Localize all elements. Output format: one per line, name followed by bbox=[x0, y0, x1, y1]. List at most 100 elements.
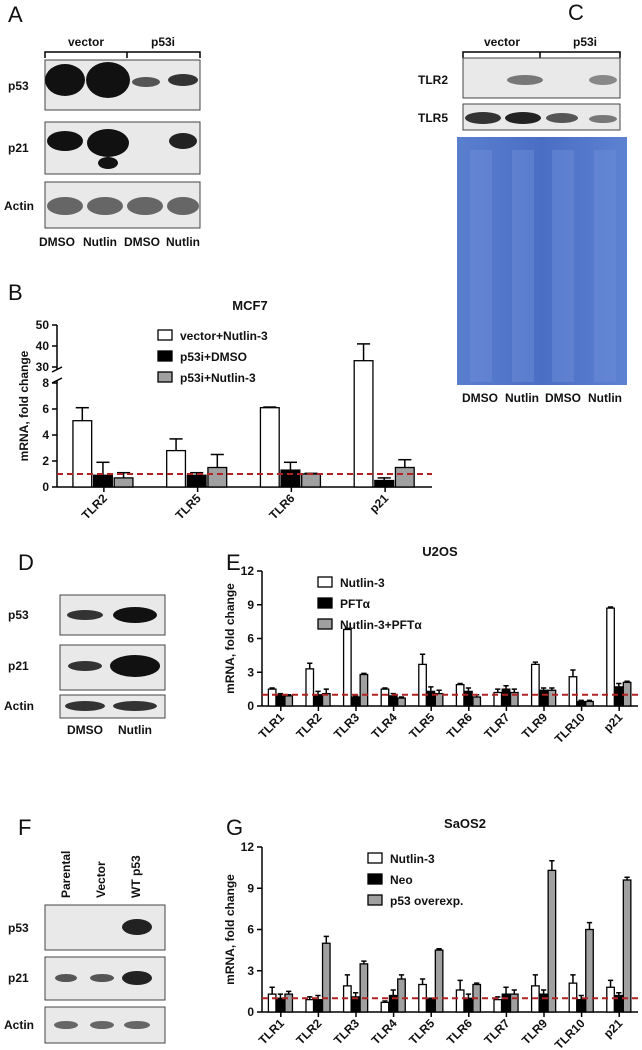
bar bbox=[321, 692, 331, 707]
bar bbox=[606, 986, 615, 1013]
bar bbox=[305, 668, 315, 707]
x-tick-label: TLR3 bbox=[331, 1016, 362, 1047]
y-tick-label: 0 bbox=[247, 1005, 254, 1019]
bar bbox=[397, 978, 406, 1013]
x-tick-label: TLR7 bbox=[481, 1016, 512, 1047]
blot-c: vector p53i TLR2 TLR5 DMSO Nutlin DMSO N… bbox=[418, 35, 627, 405]
bar bbox=[426, 690, 436, 707]
panel-letter: D bbox=[18, 550, 34, 575]
bar bbox=[493, 691, 503, 707]
x-tick-label: TLR2 bbox=[293, 710, 324, 741]
panel-letter: B bbox=[8, 280, 23, 305]
legend-swatch bbox=[317, 576, 333, 588]
x-tick-label: TLR2 bbox=[79, 491, 110, 522]
bar bbox=[374, 479, 395, 488]
lane-label: Vector bbox=[94, 861, 108, 898]
legend-swatch bbox=[157, 329, 173, 341]
x-tick-label: TLR6 bbox=[266, 491, 297, 522]
legend-label: Nutlin-3+PFTα bbox=[340, 618, 422, 632]
blot-f: Parental Vector WT p53 p53 p21 Actin bbox=[4, 851, 166, 1044]
x-tick-label: TLR10 bbox=[552, 710, 588, 746]
group-label: vector bbox=[484, 35, 520, 49]
lane-label: DMSO bbox=[39, 235, 75, 249]
y-axis-label: mRNA, fold change bbox=[223, 874, 237, 985]
lane-label: Nutlin bbox=[588, 391, 622, 405]
x-tick-label: TLR5 bbox=[406, 1016, 437, 1047]
bar bbox=[622, 879, 632, 1013]
bar bbox=[539, 993, 549, 1013]
x-tick-label: TLR3 bbox=[331, 710, 362, 741]
legend-swatch bbox=[367, 894, 383, 906]
bar bbox=[547, 869, 557, 1013]
bar bbox=[276, 694, 285, 707]
blot-d: p53 p21 Actin DMSO Nutlin bbox=[4, 594, 166, 737]
x-tick-label: TLR4 bbox=[369, 710, 400, 741]
lane-label: Nutlin bbox=[505, 391, 539, 405]
x-tick-label: TLR6 bbox=[444, 1016, 475, 1047]
bar bbox=[380, 688, 390, 707]
bar bbox=[186, 474, 207, 488]
x-tick-label: TLR1 bbox=[256, 1016, 287, 1047]
panel-letter: G bbox=[226, 815, 243, 840]
bar bbox=[501, 993, 511, 1013]
bar bbox=[614, 686, 624, 707]
row-label: Actin bbox=[4, 1018, 34, 1032]
bar bbox=[284, 695, 294, 707]
bar bbox=[207, 466, 228, 488]
x-tick-label: TLR4 bbox=[369, 1016, 400, 1047]
panel-letter: C bbox=[568, 0, 584, 25]
bar bbox=[418, 663, 427, 707]
legend-label: p53i+Nutlin-3 bbox=[180, 371, 256, 385]
lane-label: DMSO bbox=[67, 723, 103, 737]
bar bbox=[351, 696, 361, 707]
bar bbox=[606, 607, 615, 707]
row-label: p21 bbox=[8, 141, 29, 155]
x-tick-label: TLR9 bbox=[519, 710, 550, 741]
blot-a: vector p53i p53 p21 Actin DMSO Nutlin DM… bbox=[4, 35, 201, 249]
bar bbox=[576, 700, 586, 707]
lane-label: WT p53 bbox=[129, 855, 143, 898]
bar bbox=[464, 690, 473, 707]
y-tick-label: 9 bbox=[247, 881, 254, 895]
bar bbox=[509, 691, 519, 707]
y-tick-label: 3 bbox=[247, 964, 254, 978]
bar bbox=[614, 994, 624, 1013]
lane-label: DMSO bbox=[545, 391, 581, 405]
bar bbox=[313, 998, 323, 1013]
y-tick-label: 12 bbox=[241, 840, 255, 854]
bar bbox=[530, 663, 540, 707]
bar bbox=[472, 696, 482, 707]
bar bbox=[321, 942, 331, 1013]
y-tick-label: 3 bbox=[247, 665, 254, 679]
bar bbox=[72, 420, 93, 488]
x-tick-label: TLR5 bbox=[406, 710, 437, 741]
bar bbox=[351, 996, 361, 1013]
legend-label: Nutlin-3 bbox=[390, 852, 435, 866]
lane-label: Parental bbox=[59, 851, 73, 898]
y-tick-label: 4 bbox=[42, 428, 49, 442]
bar bbox=[394, 466, 415, 488]
row-label: p53 bbox=[8, 79, 29, 93]
row-label: TLR2 bbox=[418, 73, 448, 87]
y-tick-label: 6 bbox=[247, 632, 254, 646]
x-tick-label: TLR2 bbox=[293, 1016, 324, 1047]
bar bbox=[313, 694, 323, 707]
bar bbox=[585, 700, 594, 707]
legend-label: p53 overexp. bbox=[390, 894, 463, 908]
bar bbox=[380, 1001, 390, 1013]
bar bbox=[92, 474, 113, 488]
y-tick-label: 6 bbox=[42, 402, 49, 416]
y-tick-label: 30 bbox=[36, 360, 50, 374]
bar bbox=[434, 692, 444, 707]
x-tick-label: p21 bbox=[601, 1016, 626, 1041]
bar bbox=[388, 994, 398, 1013]
legend-label: PFTα bbox=[340, 597, 371, 611]
row-label: Actin bbox=[4, 699, 34, 713]
bar bbox=[397, 697, 406, 707]
group-label: p53i bbox=[151, 35, 175, 49]
lane-label: DMSO bbox=[462, 391, 498, 405]
legend-swatch bbox=[157, 350, 173, 362]
bar bbox=[342, 628, 352, 707]
bar bbox=[353, 360, 374, 488]
